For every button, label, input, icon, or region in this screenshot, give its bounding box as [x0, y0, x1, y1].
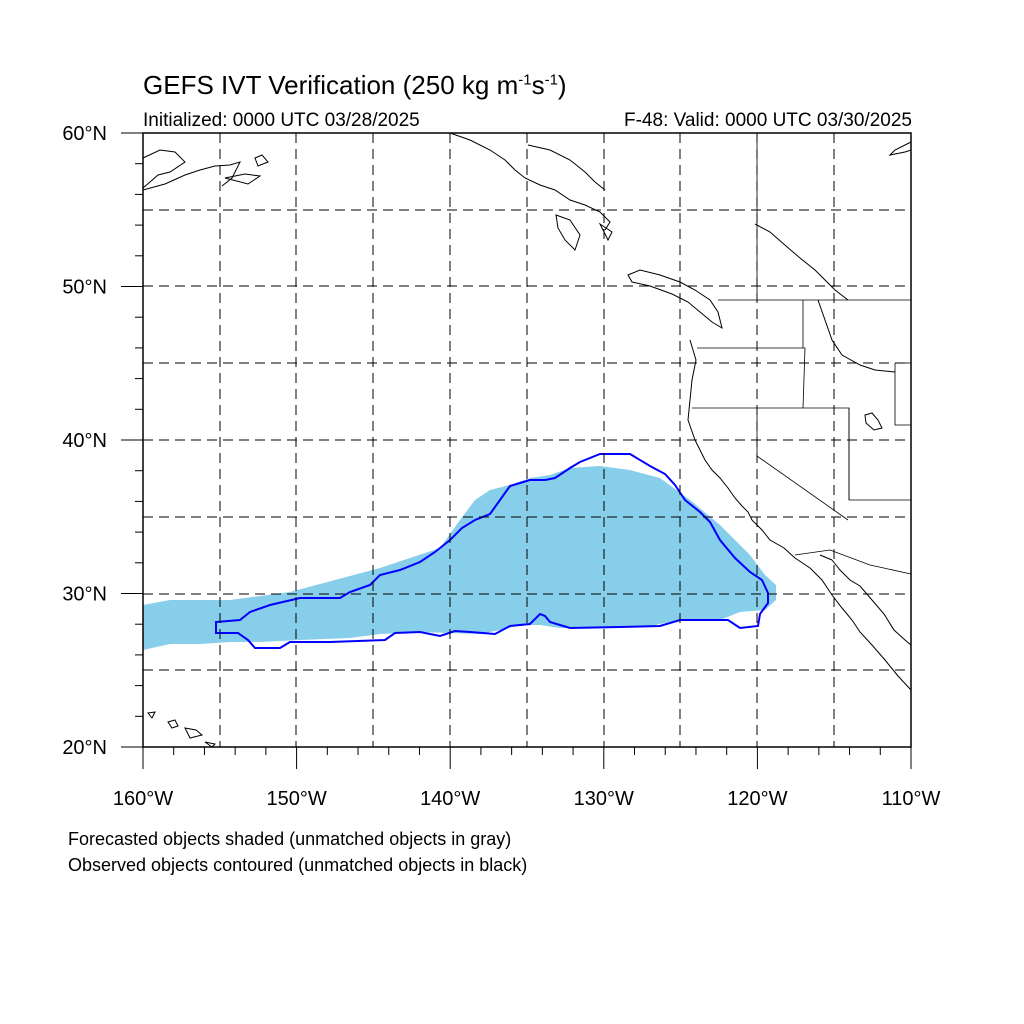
valid-time: F-48: Valid: 0000 UTC 03/30/2025 — [624, 110, 912, 131]
title-unit-s: s — [531, 70, 545, 100]
graticule — [143, 133, 911, 747]
forecast-note: Forecasted objects shaded (unmatched obj… — [68, 829, 512, 849]
lon-label: 110°W — [882, 788, 941, 810]
latitude-labels: 20°N 30°N 40°N 50°N 60°N — [62, 123, 107, 759]
map-title: GEFS IVT Verification (250 kg m-1s-1) — [143, 70, 567, 101]
lat-label: 20°N — [62, 737, 107, 759]
coastlines — [142, 132, 912, 748]
lon-label: 140°W — [420, 788, 480, 810]
lon-label: 120°W — [727, 788, 787, 810]
title-text: GEFS IVT Verification (250 kg m — [143, 70, 519, 100]
political-borders — [692, 133, 912, 575]
title-exp-1: -1 — [518, 71, 532, 89]
axis-ticks — [121, 132, 912, 769]
observed-object-contour — [215, 453, 769, 649]
legend-notes: Forecasted objects shaded (unmatched obj… — [68, 826, 527, 878]
lat-label: 50°N — [62, 277, 107, 299]
lon-label: 130°W — [574, 788, 634, 810]
lat-label: 60°N — [62, 123, 107, 145]
longitude-labels: 160°W 150°W 140°W 130°W 120°W 110°W — [113, 788, 941, 810]
lon-label: 160°W — [113, 788, 173, 810]
lat-label: 30°N — [62, 584, 107, 606]
init-time: Initialized: 0000 UTC 03/28/2025 — [143, 110, 420, 131]
observed-note: Observed objects contoured (unmatched ob… — [68, 855, 528, 875]
forecast-object — [143, 466, 776, 650]
lat-label: 40°N — [62, 430, 107, 452]
lon-label: 150°W — [266, 788, 326, 810]
title-exp-2: -1 — [544, 71, 558, 89]
title-close: ) — [557, 70, 567, 100]
